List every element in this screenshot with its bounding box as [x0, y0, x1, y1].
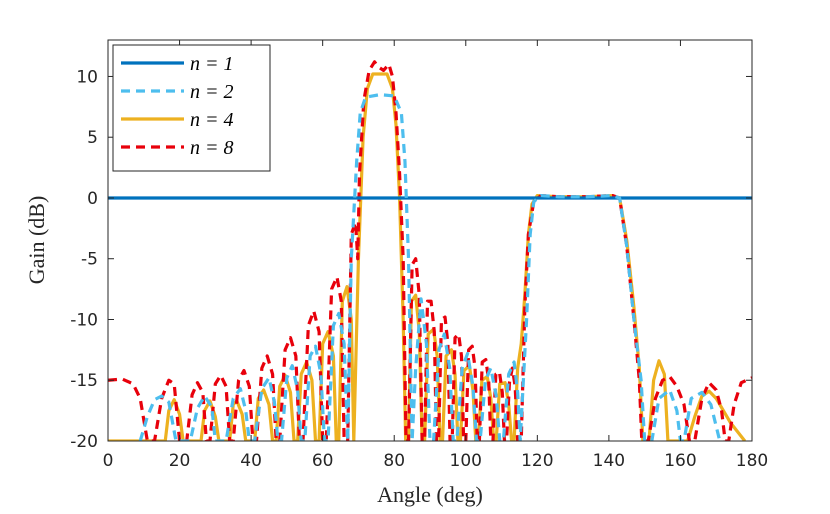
plot-frame [107, 39, 753, 442]
legend-label: n = 8 [190, 137, 234, 159]
x-tick-label: 100 [450, 451, 482, 471]
y-tick-label: 0 [87, 189, 98, 209]
series-line-n8 [108, 60, 752, 441]
x-tick-label: 140 [593, 451, 625, 471]
x-tick-label: 40 [240, 451, 262, 471]
legend-label: n = 1 [190, 53, 234, 75]
x-tick-label: 120 [521, 451, 553, 471]
series-layer [108, 60, 752, 441]
x-tick-label: 180 [736, 451, 768, 471]
y-axis-title: Gain (dB) [24, 196, 49, 285]
legend-label: n = 2 [190, 81, 234, 103]
x-tick-label: 20 [169, 451, 191, 471]
axis-layer: 0 20 40 60 80 100 120 140 160 180 10 5 0 -5 -10 -15 -20 [70, 40, 768, 471]
y-tick-label: -5 [81, 250, 98, 270]
x-tick-label: 160 [664, 451, 696, 471]
x-tick-label: 60 [312, 451, 334, 471]
x-tick-label: 0 [103, 451, 114, 471]
y-tick-label: 5 [87, 128, 98, 148]
series-line-n2 [138, 93, 722, 441]
legend: n = 1 n = 2 n = 4 n = 8 [112, 44, 271, 172]
y-tick-label: -15 [70, 371, 98, 391]
legend-label: n = 4 [190, 109, 234, 131]
y-tick-label: -10 [70, 310, 98, 330]
legend-box [112, 44, 271, 172]
y-tick-label: -20 [70, 432, 98, 452]
x-tick-label: 80 [383, 451, 405, 471]
x-axis-title: Angle (deg) [377, 482, 483, 507]
y-tick-label: 10 [76, 67, 98, 87]
